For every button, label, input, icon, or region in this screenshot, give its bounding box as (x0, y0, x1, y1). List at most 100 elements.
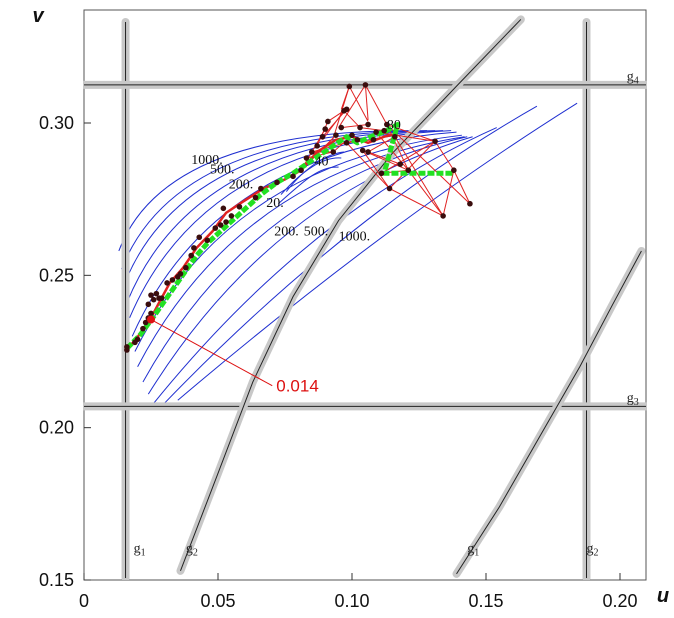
data-point-30 (258, 185, 264, 192)
data-point-59 (432, 138, 438, 145)
constraint-line-4 (180, 19, 522, 572)
data-point-9 (150, 296, 157, 303)
data-point-10 (148, 292, 154, 298)
data-point-32 (290, 173, 296, 180)
annotation-marker (147, 315, 155, 324)
red-edge-8 (327, 110, 345, 122)
data-point-47 (357, 124, 363, 131)
y-axis-title: v (32, 5, 45, 27)
red-edge-37 (394, 136, 444, 217)
point-group (124, 82, 473, 353)
constraint-label-sub-3: 4 (634, 75, 639, 86)
constraint-label-sub-4: 2 (193, 548, 198, 559)
data-point-26 (220, 205, 227, 212)
contour-line-8 (142, 136, 468, 383)
constraint-label-sub-2: 3 (634, 397, 639, 408)
data-point-1 (124, 344, 130, 350)
data-point-57 (397, 161, 404, 167)
data-point-34 (303, 155, 310, 161)
constraint-band-4 (176, 15, 525, 575)
data-point-51 (373, 129, 379, 135)
red-edge-5 (338, 84, 366, 128)
data-point-39 (325, 118, 331, 125)
data-point-49 (365, 149, 371, 155)
constraint-label-0: g1 (134, 542, 146, 559)
data-point-23 (212, 225, 219, 231)
contour-label-7: 500. (304, 225, 329, 240)
red-edge-20 (346, 142, 390, 189)
data-point-8 (145, 301, 152, 308)
constraint-label-5: g1 (467, 542, 479, 559)
data-point-7 (148, 310, 154, 317)
data-point-38 (322, 126, 329, 132)
data-point-64 (362, 82, 369, 88)
red-edge-38 (322, 108, 348, 138)
contour-label-5: 80 (387, 118, 401, 133)
data-point-21 (196, 234, 203, 241)
constraint-label-base-1: g (587, 542, 594, 557)
annotation-leader (150, 319, 273, 387)
x-tick-label-1: 0.05 (200, 591, 235, 611)
data-point-22 (204, 237, 211, 244)
contour-inner-2 (285, 151, 345, 192)
data-point-27 (228, 213, 235, 219)
data-point-55 (386, 185, 393, 192)
data-point-42 (338, 124, 345, 131)
plot-border (83, 9, 647, 581)
data-point-17 (177, 271, 184, 277)
constraint-label-sub-1: 2 (594, 548, 599, 559)
data-point-24 (217, 222, 224, 228)
data-point-61 (451, 167, 457, 174)
red-edge-4 (364, 84, 388, 125)
y-tick-label-3: 0.30 (39, 113, 74, 133)
constraint-band-5 (452, 246, 646, 578)
data-point-46 (354, 136, 361, 143)
contour-line-1 (121, 130, 428, 270)
data-point-62 (467, 200, 473, 207)
data-point-20 (191, 245, 197, 251)
plot-frame-group (83, 9, 647, 581)
y-tick-label-2: 0.25 (39, 265, 74, 285)
plot-area (83, 15, 647, 580)
x-tick-label-3: 0.15 (468, 591, 503, 611)
data-point-13 (158, 295, 165, 301)
red-edge-13 (442, 170, 455, 217)
red-edge-15 (389, 188, 444, 217)
contour-line-11 (164, 105, 538, 404)
data-point-28 (236, 203, 243, 210)
contour-label-2: 200. (229, 178, 254, 193)
annotation-label: 0.014 (276, 377, 319, 396)
contour-group (118, 102, 578, 404)
data-point-11 (153, 290, 160, 297)
x-axis-title: u (657, 585, 669, 607)
constraint-label-3: g4 (627, 69, 639, 86)
red-edge-22 (367, 151, 401, 165)
data-point-37 (319, 133, 326, 140)
contour-inner-0 (280, 157, 342, 195)
constraint-line-5 (456, 250, 642, 575)
data-point-35 (309, 149, 315, 155)
data-point-58 (405, 167, 412, 174)
data-point-31 (274, 179, 280, 186)
data-point-52 (378, 170, 385, 177)
contour-line-0 (118, 130, 417, 252)
x-tick-label-0: 0 (79, 591, 89, 611)
constraint-label-2: g3 (627, 391, 639, 408)
constraint-label-base-0: g (134, 542, 141, 557)
data-point-5 (142, 319, 149, 326)
contour-label-0: 1000. (191, 153, 223, 168)
data-point-3 (134, 336, 141, 343)
data-point-41 (333, 132, 339, 138)
data-point-66 (365, 121, 371, 128)
constraint-label-base-4: g (186, 542, 193, 557)
red-edge-3 (364, 84, 369, 120)
data-point-36 (314, 143, 320, 149)
red-edge-29 (346, 139, 374, 144)
data-point-60 (440, 213, 446, 219)
red-edge-12 (434, 141, 455, 171)
data-point-19 (188, 252, 194, 259)
contour-label-3: 20. (266, 196, 284, 211)
red-edge-16 (386, 124, 471, 205)
data-point-14 (164, 280, 170, 286)
